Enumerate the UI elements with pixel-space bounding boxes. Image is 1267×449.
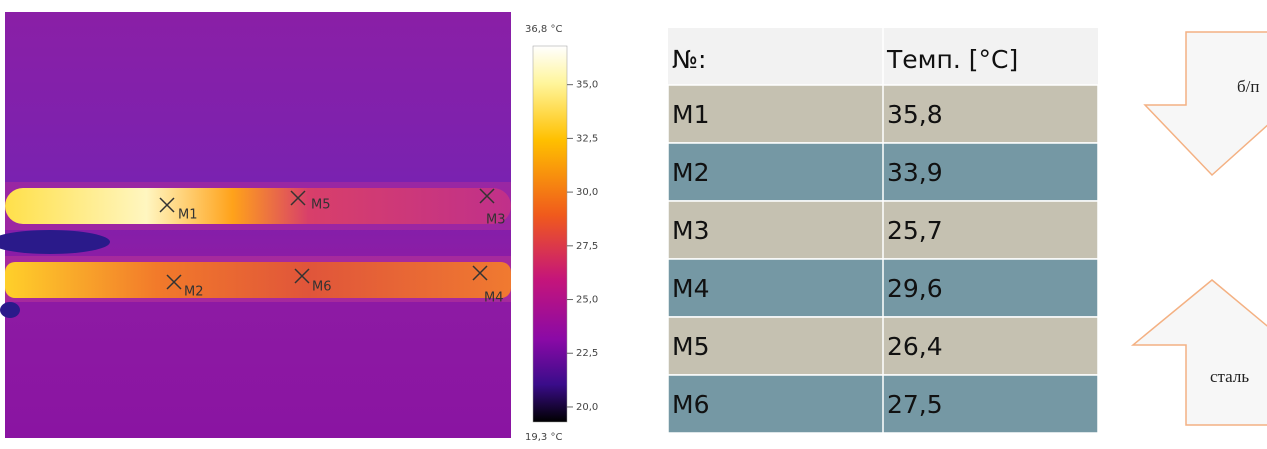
tick-label: 25,0 [576,295,598,306]
marker-label: M1 [178,208,198,223]
table-cell: M3 [672,216,709,245]
marker-label: M2 [184,285,204,300]
page: M1 M5 M3 M2 M6 M4 36,8 °C 19,3 °C 35,0 32,5 30,… [0,0,1267,445]
callout-text: б/п [1237,77,1259,96]
colorbar-max-label: 36,8 °C [525,24,562,35]
table-cell: M1 [672,100,709,129]
header-cell: Темп. [°C] [886,45,1018,74]
callouts: б/п сталь [1133,32,1267,425]
tick-label: 27,5 [576,241,598,252]
tick-label: 30,0 [576,187,598,198]
tick-label: 35,0 [576,80,598,91]
table-cell: 26,4 [887,332,943,361]
table-cell: M2 [672,158,709,187]
table-cell: M5 [672,332,709,361]
table-cell: 27,5 [887,390,943,419]
colorbar-ticks: 35,0 32,5 30,0 27,5 25,0 22,5 20,0 [567,80,598,413]
marker-label: M5 [311,198,331,213]
thermal-image [0,12,511,438]
table-cell: M4 [672,274,709,303]
marker-label: M4 [484,291,504,306]
marker-label: M6 [312,280,332,295]
tick-label: 32,5 [576,133,598,144]
table-cell: M6 [672,390,709,419]
tick-label: 22,5 [576,348,598,359]
table-cell: 35,8 [887,100,943,129]
table: №: Темп. [°C] M1 35,8 M2 33,9 M3 25,7 M4 29,6 M5 26… [668,28,1098,433]
table-cell: 33,9 [887,158,943,187]
tick-label: 20,0 [576,402,598,413]
colorbar [533,46,567,422]
colorbar-min-label: 19,3 °C [525,432,562,443]
table-cell: 29,6 [887,274,943,303]
marker-label: M3 [486,213,506,228]
header-cell: №: [672,45,706,74]
callout-text: сталь [1210,367,1249,386]
table-cell: 25,7 [887,216,943,245]
